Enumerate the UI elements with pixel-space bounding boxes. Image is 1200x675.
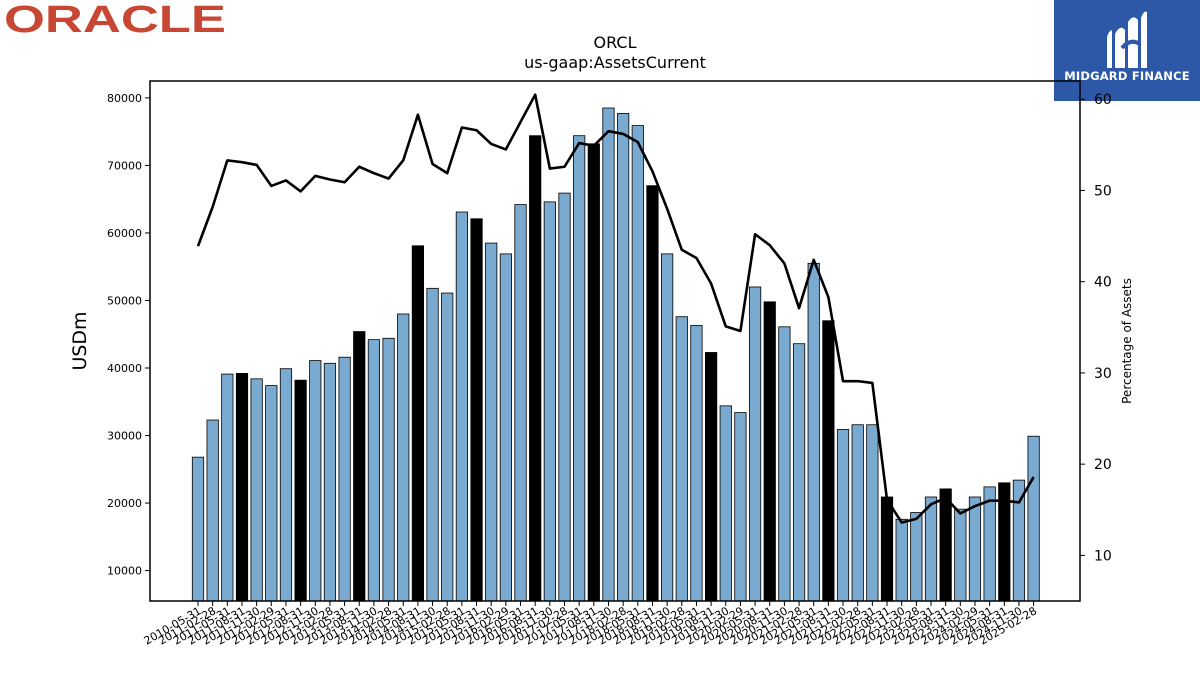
bar <box>631 125 644 602</box>
y2-axis-label: Percentage of Assets <box>1120 278 1134 404</box>
midgard-emblem-icon <box>1107 11 1147 69</box>
bar <box>353 331 366 602</box>
bar <box>646 185 659 602</box>
y-tick-label: 50000 <box>107 294 142 307</box>
y2-tick-label: 60 <box>1094 92 1112 108</box>
y-tick-label: 40000 <box>107 362 142 375</box>
oracle-logo: ORACLE <box>4 0 226 40</box>
y-axis-ticks: 10000 20000 30000 40000 50000 60000 70000 80000 <box>107 92 150 578</box>
y-axis-label: USDm <box>69 311 91 370</box>
bar <box>323 362 337 602</box>
bar <box>558 192 571 602</box>
bar <box>294 379 307 602</box>
bar <box>968 496 982 602</box>
bar <box>866 424 879 602</box>
line-series <box>196 93 1035 524</box>
y2-tick-label: 10 <box>1094 548 1112 564</box>
y2-axis-ticks: 10 20 30 40 50 60 <box>1080 92 1112 564</box>
bar <box>514 204 527 602</box>
chart-title: ORCL <box>594 33 637 52</box>
oracle-logo-text: ORACLE <box>4 0 226 40</box>
bar <box>836 429 850 602</box>
bar <box>690 325 703 602</box>
bar <box>455 211 468 602</box>
y-tick-label: 70000 <box>107 159 142 172</box>
bar <box>1027 435 1040 602</box>
bar <box>792 343 806 602</box>
bar <box>1012 479 1026 602</box>
bar <box>382 337 395 602</box>
bar <box>734 412 747 602</box>
y-tick-label: 80000 <box>107 92 142 105</box>
bar <box>250 378 263 602</box>
bar <box>499 253 512 602</box>
bar <box>265 385 278 602</box>
bar <box>587 143 600 602</box>
bar <box>411 245 425 602</box>
bar <box>895 518 908 602</box>
x-axis-ticks: 2010-05-312011-02-282011-05-312011-08-31… <box>142 601 1039 648</box>
bar <box>661 253 674 602</box>
bar <box>235 373 249 602</box>
bar <box>485 242 498 602</box>
bar <box>543 201 556 602</box>
bar <box>617 113 630 602</box>
y-tick-label: 10000 <box>107 565 142 578</box>
bar <box>191 456 205 602</box>
bar <box>705 352 718 602</box>
y2-tick-label: 50 <box>1094 183 1112 199</box>
y2-tick-label: 30 <box>1094 366 1112 382</box>
bar-series <box>191 107 1040 602</box>
bar <box>602 107 615 602</box>
bar <box>748 286 762 602</box>
bar <box>778 326 791 602</box>
bar <box>675 316 688 602</box>
bar <box>807 262 820 602</box>
y2-tick-label: 40 <box>1094 275 1112 291</box>
y2-tick-label: 20 <box>1094 457 1112 473</box>
bar <box>954 508 967 602</box>
bar <box>470 218 483 602</box>
y-tick-label: 30000 <box>107 430 142 443</box>
y-tick-label: 20000 <box>107 497 142 510</box>
bar <box>573 135 586 602</box>
percentage-of-assets-line <box>196 93 1035 524</box>
bar <box>763 301 776 602</box>
bar <box>309 360 322 602</box>
bar <box>221 373 234 602</box>
bar <box>851 424 864 602</box>
bar <box>822 320 835 602</box>
bar <box>924 496 938 602</box>
bar <box>880 496 894 602</box>
bar <box>441 292 454 602</box>
bar <box>910 512 923 602</box>
bar <box>206 419 219 602</box>
midgard-finance-logo: MIDGARD FINANCE <box>1054 0 1200 101</box>
chart-subtitle: us-gaap:AssetsCurrent <box>524 53 706 72</box>
bar <box>983 486 996 602</box>
bar <box>426 287 439 602</box>
midgard-finance-label: MIDGARD FINANCE <box>1064 69 1190 83</box>
plot-frame <box>149 80 1081 602</box>
y-tick-label: 60000 <box>107 227 142 240</box>
bar <box>939 488 952 602</box>
bar <box>279 368 293 602</box>
bar <box>367 339 381 602</box>
bar <box>397 313 410 602</box>
bar <box>529 135 542 602</box>
bar <box>719 405 732 602</box>
bar <box>338 356 351 602</box>
